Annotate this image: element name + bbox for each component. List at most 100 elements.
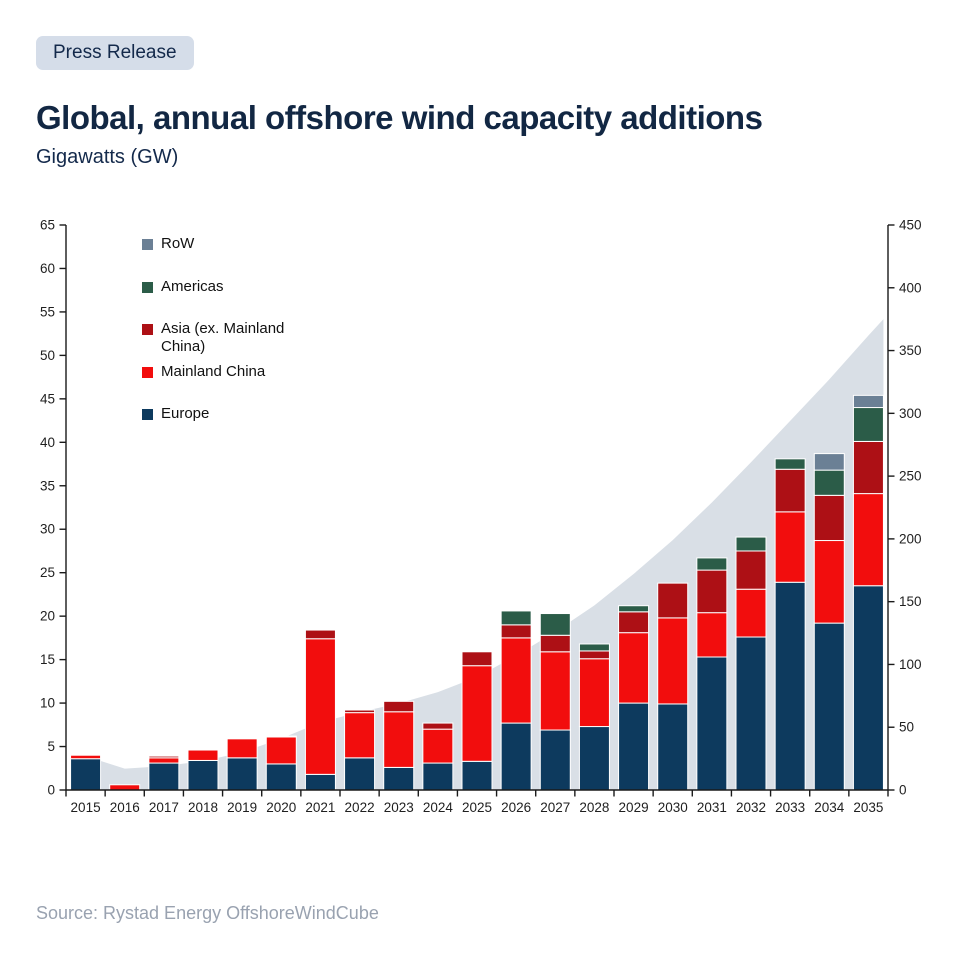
bar-2019-europe [226, 757, 258, 791]
bar-2023-europe [383, 766, 415, 791]
right-tick-label-50: 50 [899, 720, 914, 735]
x-label-2021: 2021 [305, 800, 335, 815]
bar-2020-asia-ex-mainland-china- [265, 735, 297, 738]
x-label-2024: 2024 [423, 800, 454, 815]
legend-swatch-americas [142, 281, 153, 293]
bar-2028-asia-ex-mainland-china- [578, 650, 610, 660]
bar-2027-mainland-china [539, 651, 571, 731]
x-label-2029: 2029 [619, 800, 649, 815]
right-tick-label-300: 300 [899, 406, 922, 421]
units-subtitle: Gigawatts (GW) [36, 146, 179, 168]
bar-2017-asia-ex-mainland-china- [148, 755, 180, 759]
bar-2021-mainland-china [304, 638, 336, 775]
right-tick-label-350: 350 [899, 343, 922, 358]
x-label-2030: 2030 [658, 800, 688, 815]
bar-2029-mainland-china [618, 632, 650, 704]
right-tick-label-200: 200 [899, 531, 922, 546]
left-tick-label-10: 10 [40, 696, 55, 711]
bar-2031-europe [696, 656, 728, 791]
left-tick-label-40: 40 [40, 435, 55, 450]
bar-2024-asia-ex-mainland-china- [422, 722, 454, 730]
bar-2029-europe [618, 702, 650, 791]
bar-2019-asia-ex-mainland-china- [226, 737, 258, 740]
bar-2023-mainland-china [383, 711, 415, 768]
legend-label: RoW [161, 235, 195, 252]
bar-2017-europe [148, 762, 180, 791]
legend-label: Americas [161, 277, 224, 295]
bar-2035-row [852, 394, 884, 409]
bar-2015-mainland-china [70, 754, 102, 760]
left-tick-label-20: 20 [40, 609, 55, 624]
bar-2033-americas [774, 458, 806, 470]
legend-swatch-asia-ex-mainland-china- [142, 324, 153, 335]
legend-label: Asia (ex. Mainland China) [161, 320, 285, 355]
bar-2016-mainland-china [109, 784, 141, 791]
left-tick-label-25: 25 [40, 565, 55, 580]
bar-2031-americas [696, 557, 728, 571]
x-label-2033: 2033 [775, 800, 805, 815]
bar-2023-asia-ex-mainland-china- [383, 700, 415, 713]
bar-2034-row [813, 453, 845, 471]
x-label-2035: 2035 [853, 800, 883, 815]
bar-2026-mainland-china [500, 637, 532, 724]
bar-2028-europe [578, 726, 610, 791]
bar-2032-mainland-china [735, 588, 767, 638]
page-title: Global, annual offshore wind capacity ad… [36, 99, 763, 136]
right-tick-label-450: 450 [899, 218, 922, 233]
legend-item-americas: Americas [142, 278, 322, 321]
left-tick-label-50: 50 [40, 348, 55, 363]
bar-2028-americas [578, 643, 610, 652]
bar-2028-mainland-china [578, 658, 610, 728]
bar-2027-europe [539, 729, 571, 791]
legend-item-asia-ex-mainland-china-: Asia (ex. Mainland China) [142, 320, 322, 363]
x-label-2034: 2034 [814, 800, 845, 815]
bar-2034-americas [813, 469, 845, 496]
bar-2035-asia-ex-mainland-china- [852, 440, 884, 495]
x-label-2032: 2032 [736, 800, 766, 815]
left-tick-label-30: 30 [40, 522, 55, 537]
bar-2026-europe [500, 722, 532, 791]
x-label-2028: 2028 [579, 800, 609, 815]
bar-2027-americas [539, 613, 571, 636]
bar-2020-mainland-china [265, 736, 297, 765]
legend-item-row: RoW [142, 235, 322, 278]
x-label-2025: 2025 [462, 800, 492, 815]
left-tick-label-5: 5 [47, 739, 55, 754]
bar-2021-asia-ex-mainland-china- [304, 629, 336, 640]
right-tick-label-250: 250 [899, 469, 922, 484]
bar-2024-mainland-china [422, 728, 454, 764]
bar-2020-europe [265, 763, 297, 791]
bar-2018-asia-ex-mainland-china- [187, 748, 219, 751]
bar-2030-asia-ex-mainland-china- [657, 582, 689, 619]
bar-2035-europe [852, 585, 884, 791]
bar-2033-asia-ex-mainland-china- [774, 468, 806, 513]
press-release-badge: Press Release [36, 36, 194, 70]
bar-2029-asia-ex-mainland-china- [618, 611, 650, 634]
bar-2021-europe [304, 773, 336, 791]
bar-2027-asia-ex-mainland-china- [539, 634, 571, 653]
chart-legend: RoW Americas Asia (ex. Mainland China) Main… [142, 235, 322, 448]
x-label-2026: 2026 [501, 800, 531, 815]
bar-2024-europe [422, 762, 454, 791]
bar-2018-mainland-china [187, 749, 219, 761]
bar-2022-mainland-china [344, 712, 376, 759]
bar-2025-asia-ex-mainland-china- [461, 651, 493, 667]
bar-2025-europe [461, 760, 493, 791]
bar-2033-europe [774, 581, 806, 791]
x-label-2016: 2016 [110, 800, 140, 815]
x-label-2018: 2018 [188, 800, 218, 815]
bar-2031-mainland-china [696, 612, 728, 658]
x-label-2019: 2019 [227, 800, 257, 815]
bar-2026-americas [500, 610, 532, 626]
legend-item-europe: Europe [142, 405, 322, 448]
right-tick-label-100: 100 [899, 657, 922, 672]
bar-2017-mainland-china [148, 757, 180, 764]
x-label-2022: 2022 [345, 800, 375, 815]
legend-item-mainland-china: Mainland China [142, 363, 322, 406]
legend-label: Mainland China [161, 362, 266, 380]
source-note: Source: Rystad Energy OffshoreWindCube [36, 903, 379, 923]
bar-2034-mainland-china [813, 540, 845, 624]
bar-2029-americas [618, 605, 650, 613]
